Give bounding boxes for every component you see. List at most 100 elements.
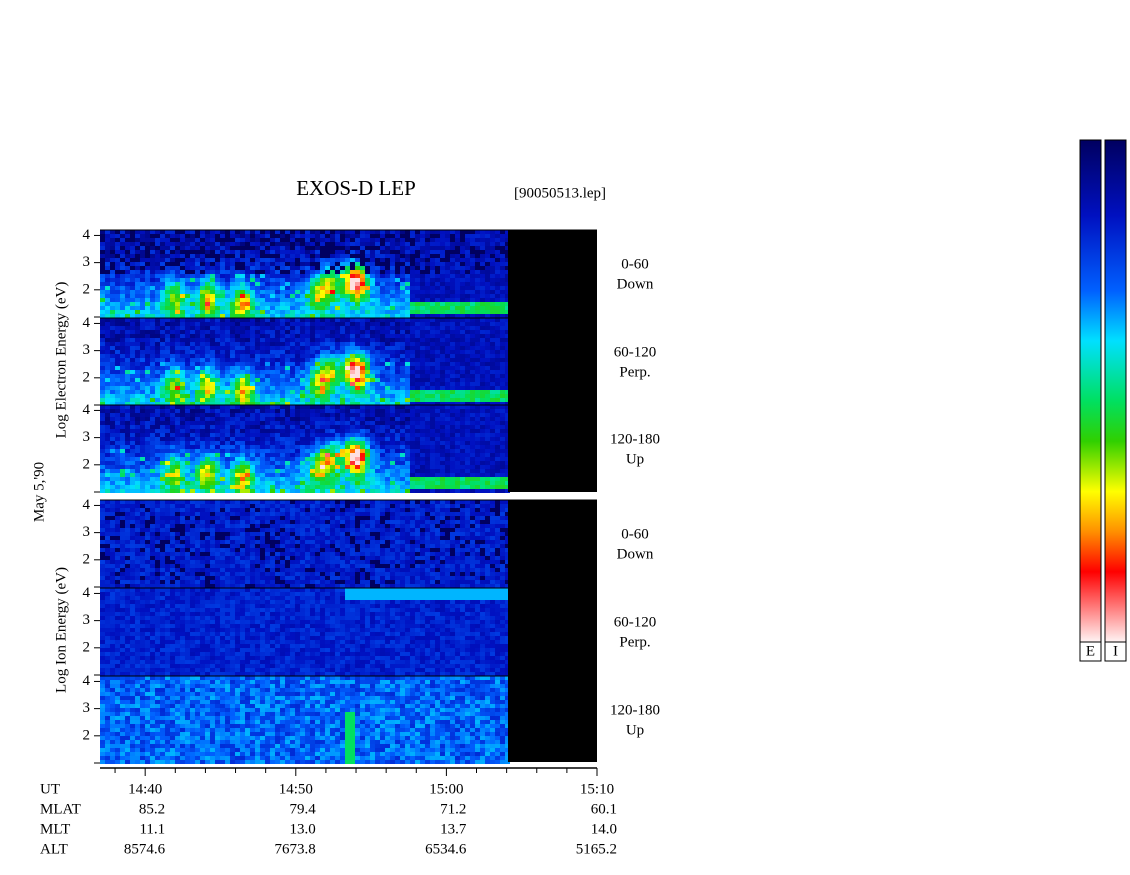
- spectrogram-cell: [155, 453, 160, 457]
- spectrogram-cell: [390, 254, 395, 258]
- spectrogram-cell: [450, 258, 455, 262]
- spectrogram-cell: [325, 489, 330, 493]
- spectrogram-cell: [315, 398, 320, 402]
- spectrogram-cell: [205, 234, 210, 238]
- spectrogram-cell: [470, 358, 475, 362]
- spectrogram-cell: [205, 469, 210, 473]
- spectrogram-cell: [275, 457, 280, 461]
- spectrogram-cell: [325, 370, 330, 374]
- spectrogram-cell: [125, 378, 130, 382]
- spectrogram-cell: [250, 246, 255, 250]
- spectrogram-cell: [470, 254, 475, 258]
- spectrogram-cell: [300, 342, 305, 346]
- spectrogram-cell: [120, 342, 125, 346]
- spectrogram-cell: [310, 274, 315, 278]
- spectrogram-cell: [190, 338, 195, 342]
- spectrogram-cell: [475, 378, 480, 382]
- spectrogram-cell: [430, 378, 435, 382]
- spectrogram-cell: [295, 306, 300, 310]
- spectrogram-cell: [345, 425, 350, 429]
- spectrogram-cell: [230, 342, 235, 346]
- spectrogram-cell: [195, 374, 200, 378]
- spectrogram-cell: [355, 346, 360, 350]
- spectrogram-cell: [230, 330, 235, 334]
- spectrogram-cell: [505, 390, 510, 394]
- spectrogram-cell: [165, 294, 170, 298]
- spectrogram-cell: [480, 310, 485, 314]
- spectrogram-cell: [350, 449, 355, 453]
- spectrogram-cell: [345, 481, 350, 485]
- spectrogram-cell: [125, 409, 130, 413]
- spectrogram-cell: [125, 390, 130, 394]
- spectrogram-cell: [185, 425, 190, 429]
- spectrogram-cell: [155, 238, 160, 242]
- spectrogram-cell: [140, 433, 145, 437]
- spectrogram-cell: [150, 266, 155, 270]
- spectrogram-cell: [280, 457, 285, 461]
- spectrogram-cell: [355, 294, 360, 298]
- spectrogram-cell: [225, 254, 230, 258]
- spectrogram-cell: [415, 250, 420, 254]
- spectrogram-cell: [345, 402, 350, 406]
- spectrogram-cell: [405, 270, 410, 274]
- spectrogram-cell: [295, 441, 300, 445]
- spectrogram-cell: [320, 346, 325, 350]
- spectrogram-cell: [300, 441, 305, 445]
- spectrogram-cell: [315, 425, 320, 429]
- spectrogram-cell: [160, 342, 165, 346]
- spectrogram-cell: [190, 362, 195, 366]
- spectrogram-cell: [360, 461, 365, 465]
- spectrogram-cell: [310, 326, 315, 330]
- spectrogram-cell: [410, 298, 415, 302]
- spectrogram-cell: [255, 314, 260, 318]
- spectrogram-cell: [170, 282, 175, 286]
- spectrogram-cell: [505, 330, 510, 334]
- spectrogram-cell: [455, 330, 460, 334]
- spectrogram-cell: [115, 318, 120, 322]
- spectrogram-cell: [395, 278, 400, 282]
- spectrogram-cell: [350, 489, 355, 493]
- spectrogram-cell: [410, 242, 415, 246]
- spectrogram-cell: [400, 238, 405, 242]
- spectrogram-cell: [485, 346, 490, 350]
- spectrogram-cell: [175, 421, 180, 425]
- spectrogram-cell: [250, 453, 255, 457]
- spectrogram-cell: [375, 457, 380, 461]
- spectrogram-cell: [450, 282, 455, 286]
- spectrogram-cell: [390, 469, 395, 473]
- spectrogram-cell: [245, 429, 250, 433]
- spectrogram-cell: [385, 346, 390, 350]
- spectrogram-cell: [270, 433, 275, 437]
- spectrogram-cell: [480, 390, 485, 394]
- spectrogram-cell: [450, 338, 455, 342]
- spectrogram-cell: [395, 421, 400, 425]
- spectrogram-cell: [125, 445, 130, 449]
- spectrogram-cell: [465, 302, 470, 306]
- spectrogram-cell: [235, 290, 240, 294]
- spectrogram-cell: [225, 366, 230, 370]
- spectrogram-cell: [460, 370, 465, 374]
- spectrogram-cell: [250, 370, 255, 374]
- spectrogram-cell: [165, 465, 170, 469]
- spectrogram-cell: [340, 302, 345, 306]
- spectrogram-cell: [245, 250, 250, 254]
- spectrogram-cell: [205, 298, 210, 302]
- spectrogram-cell: [455, 302, 460, 306]
- spectrogram-cell: [490, 314, 495, 318]
- spectrogram-cell: [375, 266, 380, 270]
- spectrogram-cell: [285, 413, 290, 417]
- spectrogram-cell: [460, 262, 465, 266]
- spectrogram-cell: [100, 290, 105, 294]
- spectrogram-cell: [500, 294, 505, 298]
- spectrogram-cell: [285, 433, 290, 437]
- spectrogram-cell: [135, 417, 140, 421]
- spectrogram-cell: [195, 322, 200, 326]
- spectrogram-cell: [335, 338, 340, 342]
- spectrogram-cell: [275, 334, 280, 338]
- spectrogram-cell: [345, 473, 350, 477]
- spectrogram-cell: [150, 314, 155, 318]
- spectrogram-cell: [140, 465, 145, 469]
- spectrogram-cell: [450, 238, 455, 242]
- spectrogram-cell: [125, 405, 130, 409]
- spectrogram-cell: [390, 417, 395, 421]
